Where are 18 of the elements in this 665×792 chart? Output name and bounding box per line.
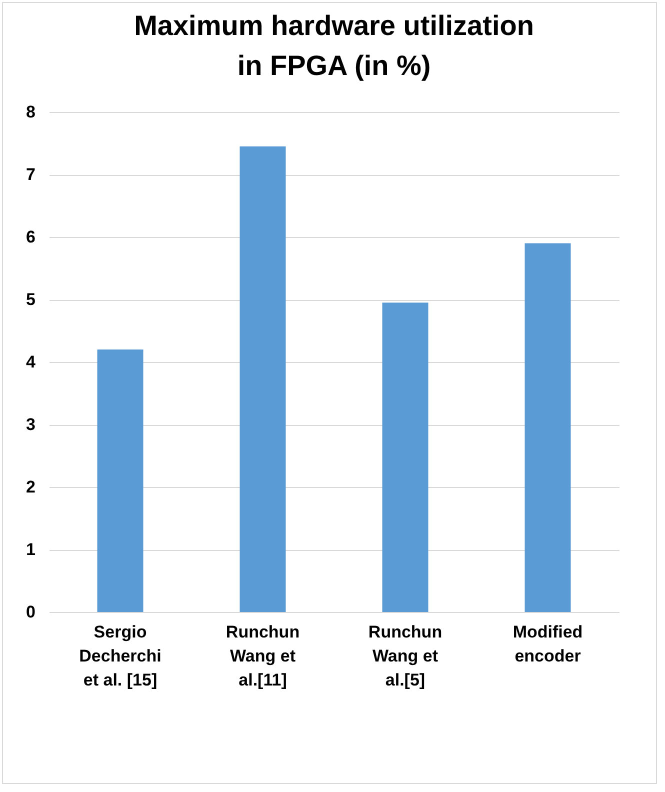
y-tick-label: 8: [26, 102, 36, 122]
y-tick-label: 0: [26, 602, 36, 622]
bar: [97, 350, 144, 612]
y-tick-label: 2: [26, 478, 36, 496]
bar: [240, 146, 286, 612]
y-tick-label: 7: [26, 165, 36, 184]
y-tick-label: 6: [26, 228, 36, 246]
x-tick-label: Modified encoder: [512, 622, 583, 666]
y-tick-label: 3: [26, 415, 36, 434]
chart-title: Maximum hardware utilization in FPGA (in %): [134, 10, 534, 81]
bar: [382, 302, 428, 612]
x-tick-label: Runchun Wang et al.[5]: [368, 622, 442, 690]
bar: [524, 243, 571, 612]
x-tick-label: Runchun Wang et al.[11]: [226, 622, 300, 690]
y-tick-label: 4: [26, 352, 36, 372]
y-tick-label: 1: [26, 540, 36, 559]
y-tick-label: 5: [26, 290, 36, 309]
x-tick-label: Sergio Decherchi et al. [15]: [79, 622, 162, 690]
